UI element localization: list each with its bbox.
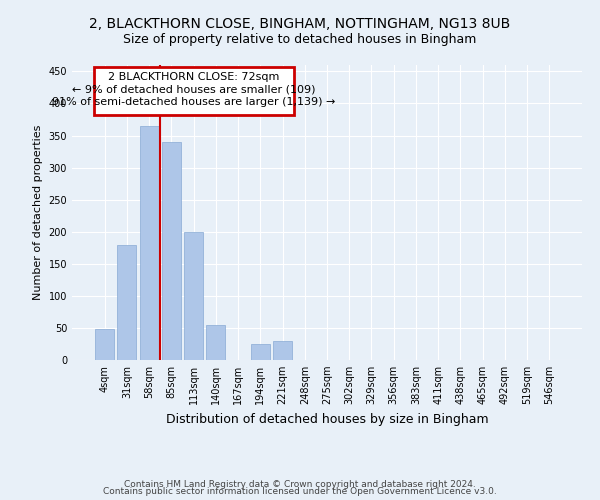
Bar — [118, 244, 136, 360]
Text: 2 BLACKTHORN CLOSE: 72sqm: 2 BLACKTHORN CLOSE: 72sqm — [108, 72, 279, 82]
Bar — [206, 324, 225, 360]
Text: ← 9% of detached houses are smaller (109): ← 9% of detached houses are smaller (109… — [72, 84, 316, 94]
X-axis label: Distribution of detached houses by size in Bingham: Distribution of detached houses by size … — [166, 412, 488, 426]
Bar — [273, 341, 292, 360]
Text: Size of property relative to detached houses in Bingham: Size of property relative to detached ho… — [124, 32, 476, 46]
Text: 91% of semi-detached houses are larger (1,139) →: 91% of semi-detached houses are larger (… — [52, 98, 335, 108]
Bar — [140, 126, 158, 360]
Y-axis label: Number of detached properties: Number of detached properties — [33, 125, 43, 300]
Text: 2, BLACKTHORN CLOSE, BINGHAM, NOTTINGHAM, NG13 8UB: 2, BLACKTHORN CLOSE, BINGHAM, NOTTINGHAM… — [89, 18, 511, 32]
Bar — [162, 142, 181, 360]
Bar — [251, 344, 270, 360]
Text: Contains public sector information licensed under the Open Government Licence v3: Contains public sector information licen… — [103, 488, 497, 496]
Text: Contains HM Land Registry data © Crown copyright and database right 2024.: Contains HM Land Registry data © Crown c… — [124, 480, 476, 489]
Bar — [95, 329, 114, 360]
Bar — [184, 232, 203, 360]
